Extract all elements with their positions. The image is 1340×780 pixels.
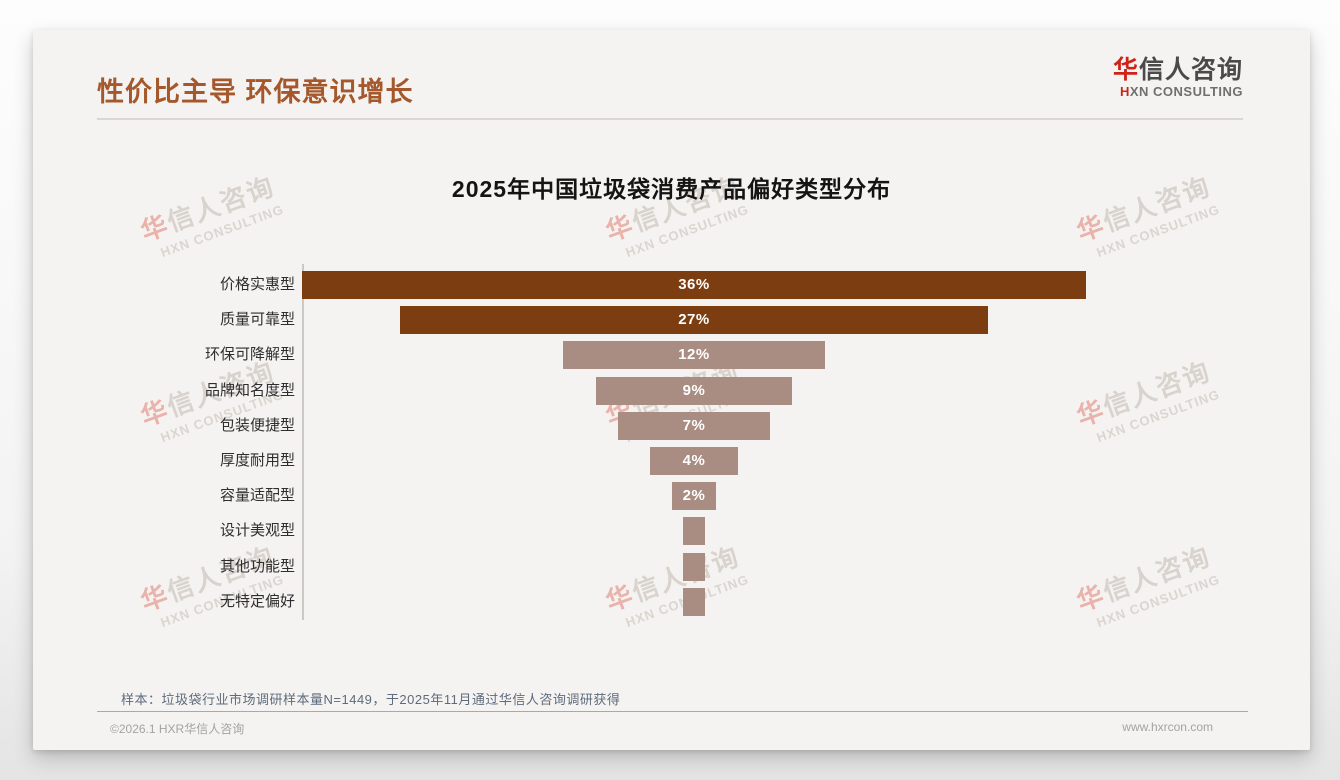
funnel-bar xyxy=(683,552,705,581)
category-label: 价格实惠型 xyxy=(219,276,295,293)
category-label: 品牌知名度型 xyxy=(204,381,295,399)
category-label: 无特定偏好 xyxy=(219,592,295,610)
category-label: 厚度耐用型 xyxy=(219,452,295,469)
page-title: 性价比主导 环保意识增长 xyxy=(97,77,414,107)
logo-chinese: 华信人咨询 xyxy=(1113,56,1243,85)
funnel-bar: 7% xyxy=(617,411,771,440)
footer-divider xyxy=(97,711,1248,712)
category-label: 设计美观型 xyxy=(219,522,295,540)
category-label: 包装便捷型 xyxy=(219,416,295,434)
logo-english-rest: XN CONSULTING xyxy=(1129,83,1243,99)
category-label: 质量可靠型 xyxy=(219,311,295,329)
funnel-bar: 36% xyxy=(301,271,1087,299)
logo-chinese-accent: 华 xyxy=(1112,56,1139,84)
chart-row: 无特定偏好 xyxy=(33,587,1310,616)
chart-axis-line xyxy=(302,264,304,620)
category-label: 其他功能型 xyxy=(219,557,295,575)
funnel-bar xyxy=(683,517,705,546)
chart-row: 品牌知名度型 9% xyxy=(33,376,1310,405)
funnel-bar: 9% xyxy=(595,376,793,405)
chart-row: 其他功能型 xyxy=(33,552,1310,581)
chart-row: 包装便捷型 7% xyxy=(33,411,1310,440)
chart-row: 价格实惠型 36% xyxy=(33,271,1310,299)
category-label: 容量适配型 xyxy=(219,487,295,505)
source-note: 样本：垃圾袋行业市场调研样本量N=1449，于2025年11月通过华信人咨询调研… xyxy=(121,692,621,707)
footer-copyright: ©2026.1 HXR华信人咨询 xyxy=(110,722,245,736)
funnel-bar: 2% xyxy=(672,482,716,511)
chart-row: 质量可靠型 27% xyxy=(33,306,1310,335)
logo-english-accent: H xyxy=(1119,83,1130,99)
chart-row: 设计美观型 xyxy=(33,517,1310,546)
logo-english: HXN CONSULTING xyxy=(1113,83,1243,100)
footer-website: www.hxrcon.com xyxy=(1122,720,1213,734)
slide-card: 华信人咨询 HXN CONSULTING 华信人咨询 HXN CONSULTING 华信… xyxy=(33,30,1310,750)
header-divider xyxy=(97,118,1243,120)
category-label: 环保可降解型 xyxy=(204,346,295,364)
chart-row: 厚度耐用型 4% xyxy=(33,447,1310,475)
logo-chinese-rest: 信人咨询 xyxy=(1138,56,1243,84)
chart-title: 2025年中国垃圾袋消费产品偏好类型分布 xyxy=(451,176,892,202)
funnel-bar: 27% xyxy=(399,306,989,335)
chart-row: 容量适配型 2% xyxy=(33,482,1310,511)
company-logo: 华信人咨询 HXN CONSULTING xyxy=(1113,56,1243,100)
funnel-bar: 12% xyxy=(563,341,825,370)
chart-row: 环保可降解型 12% xyxy=(33,341,1310,370)
funnel-bar: 4% xyxy=(650,447,738,475)
funnel-bar xyxy=(683,587,705,616)
